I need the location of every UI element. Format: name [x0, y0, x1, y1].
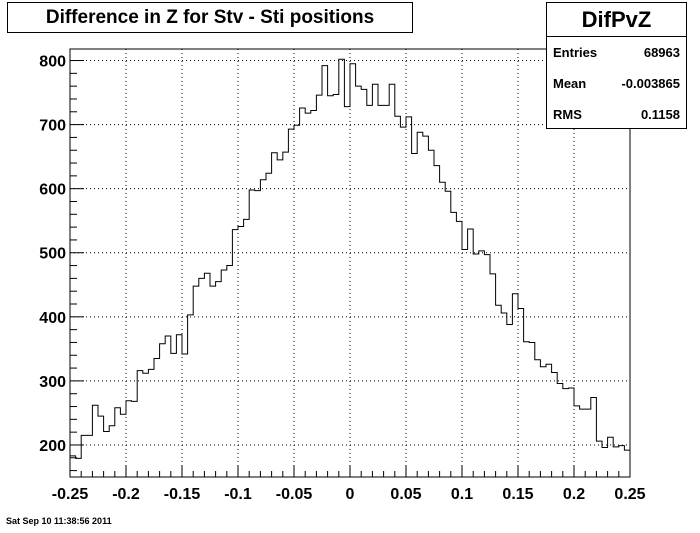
stats-histogram-name: DifPvZ [547, 3, 686, 37]
y-tick-label: 600 [39, 182, 66, 199]
y-tick-label: 300 [39, 374, 66, 391]
chart-title: Difference in Z for Stv - Sti positions [7, 2, 413, 33]
axis-ticks [69, 60, 631, 477]
x-tick-label: -0.2 [112, 486, 140, 503]
stats-box: DifPvZ Entries 68963 Mean -0.003865 RMS … [546, 2, 687, 129]
x-tick-label: -0.15 [164, 486, 201, 503]
stats-entries-row: Entries 68963 [547, 37, 686, 68]
x-tick-label: -0.1 [224, 486, 252, 503]
y-tick-label: 500 [39, 246, 66, 263]
stats-mean-row: Mean -0.003865 [547, 68, 686, 99]
histogram-line [70, 58, 630, 459]
y-tick-label: 800 [39, 54, 66, 71]
y-tick-label: 200 [39, 438, 66, 455]
x-tick-label: 0.15 [502, 486, 533, 503]
x-tick-label: 0.05 [390, 486, 421, 503]
timestamp: Sat Sep 10 11:38:56 2011 [6, 516, 112, 526]
x-tick-label: -0.05 [276, 486, 313, 503]
chart-title-text: Difference in Z for Stv - Sti positions [45, 6, 375, 28]
stats-mean-label: Mean [553, 76, 587, 91]
axis-tick-labels: -0.25 -0.2 -0.15 -0.1 -0.05 0 0.05 0.1 0.15 0.2 0.… [39, 54, 645, 503]
stats-entries-value: 68963 [643, 45, 680, 60]
x-tick-label: 0.25 [614, 486, 645, 503]
stats-mean-value: -0.003865 [621, 76, 680, 91]
y-tick-label: 700 [39, 118, 66, 135]
x-tick-label: 0.2 [563, 486, 585, 503]
x-tick-label: 0 [346, 486, 355, 503]
stats-rms-value: 0.1158 [640, 107, 680, 122]
stats-rms-label: RMS [553, 107, 582, 122]
stats-entries-label: Entries [553, 45, 598, 60]
y-tick-label: 400 [39, 310, 66, 327]
x-tick-label: -0.25 [52, 486, 89, 503]
x-tick-label: 0.1 [451, 486, 473, 503]
stats-rms-row: RMS 0.1158 [547, 99, 686, 130]
